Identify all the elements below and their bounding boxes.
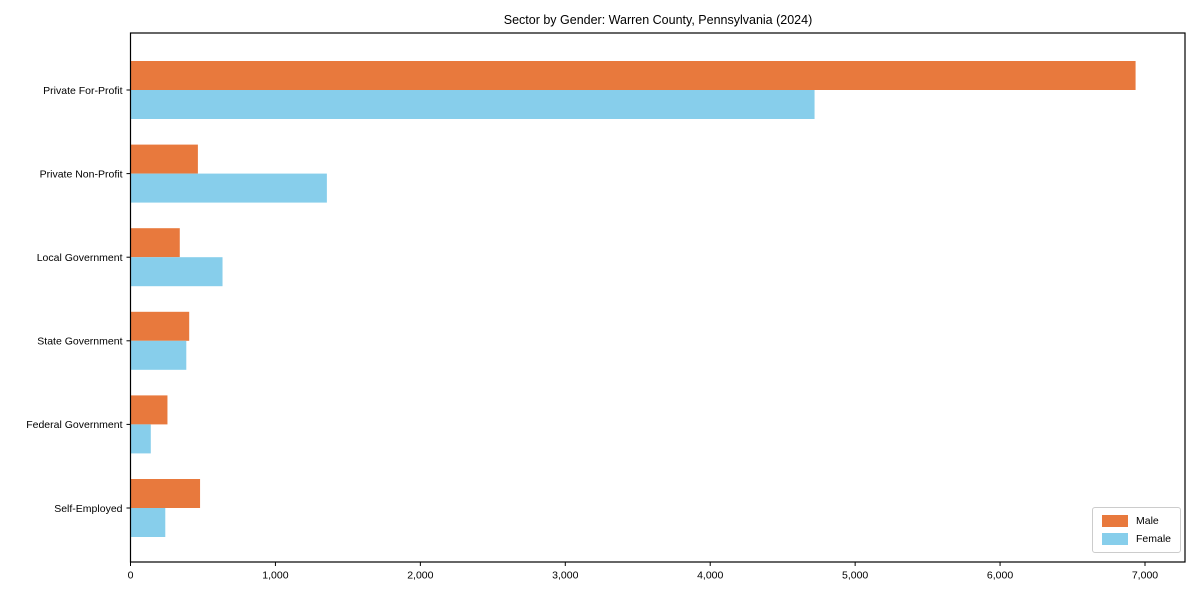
bar-female-3 — [130, 340, 187, 370]
y-tick-label-2: Local Government — [37, 252, 123, 264]
x-tick-label: 0 — [128, 570, 134, 582]
y-tick-label-5: Self-Employed — [54, 503, 122, 515]
legend-label-female: Female — [1136, 533, 1172, 545]
bar-male-5 — [130, 479, 201, 508]
bar-male-2 — [130, 228, 180, 258]
x-tick-label: 3,000 — [552, 570, 578, 582]
x-tick-label: 2,000 — [407, 570, 433, 582]
plot-border — [129, 32, 1186, 563]
y-tick-label-1: Private Non-Profit — [40, 168, 123, 180]
bar-female-4 — [130, 424, 151, 454]
bar-female-1 — [130, 173, 327, 203]
legend: Male Female — [1092, 507, 1182, 553]
bar-female-5 — [130, 508, 166, 537]
y-tick-label-4: Federal Government — [26, 419, 122, 431]
chart-title: Sector by Gender: Warren County, Pennsyl… — [503, 13, 813, 27]
legend-item-female: Female — [1102, 533, 1171, 545]
bar-female-0 — [130, 90, 815, 119]
bar-male-0 — [130, 61, 1136, 90]
male-swatch-icon — [1102, 515, 1128, 527]
bar-male-1 — [130, 144, 198, 174]
x-tick-label: 4,000 — [697, 570, 723, 582]
female-swatch-icon — [1102, 533, 1128, 545]
bar-female-2 — [130, 257, 223, 287]
legend-label-male: Male — [1136, 515, 1159, 527]
y-tick-label-0: Private For-Profit — [43, 85, 122, 97]
y-tick-label-3: State Government — [37, 336, 122, 348]
x-tick-label: 6,000 — [987, 570, 1013, 582]
x-tick-label: 5,000 — [842, 570, 868, 582]
legend-item-male: Male — [1102, 515, 1171, 527]
bar-male-4 — [130, 395, 168, 425]
bar-male-3 — [130, 311, 190, 341]
x-tick-label: 1,000 — [262, 570, 288, 582]
x-tick-label: 7,000 — [1132, 570, 1158, 582]
